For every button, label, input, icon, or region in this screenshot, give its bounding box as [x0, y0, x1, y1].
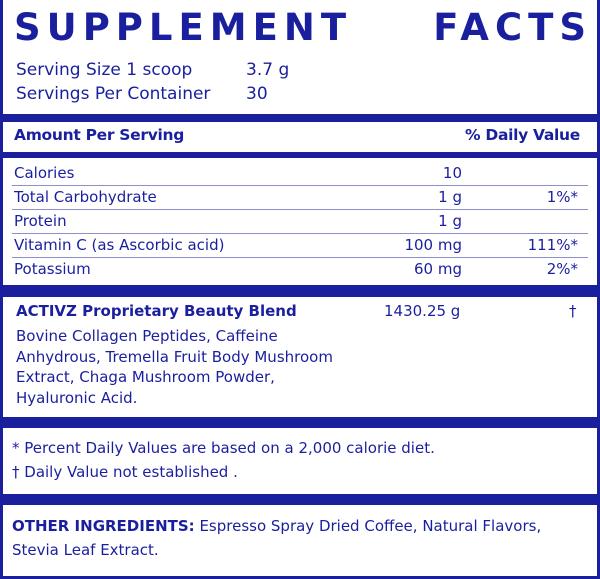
- other-ingredients: OTHER INGREDIENTS: Espresso Spray Dried …: [12, 514, 582, 562]
- servings-per-container: Servings Per Container 30: [16, 83, 268, 105]
- nutrient-amount: 1 g: [438, 188, 462, 206]
- other-ingredients-label: OTHER INGREDIENTS:: [12, 517, 195, 535]
- nutrient-row: Vitamin C (as Ascorbic acid) 100 mg 111%…: [12, 234, 588, 258]
- nutrient-amount: 1 g: [438, 212, 462, 230]
- serving-size-value: 3.7 g: [246, 60, 290, 80]
- label-title: SUPPLEMENT FACTS: [14, 2, 592, 54]
- serving-size-label: Serving Size 1 scoop: [16, 60, 193, 80]
- amount-per-serving-header: Amount Per Serving: [14, 126, 185, 144]
- nutrient-name: Vitamin C (as Ascorbic acid): [14, 236, 225, 254]
- divider-medium: [0, 152, 600, 158]
- nutrient-row: Calories 10: [12, 162, 588, 186]
- blend-amount: 1430.25 g: [384, 302, 461, 320]
- nutrient-amount: 60 mg: [414, 260, 462, 278]
- servings-label: Servings Per Container: [16, 84, 211, 104]
- serving-size: Serving Size 1 scoop 3.7 g: [16, 59, 289, 81]
- nutrient-name: Total Carbohydrate: [14, 188, 157, 206]
- blend-name: ACTIVZ Proprietary Beauty Blend: [16, 302, 297, 320]
- servings-value: 30: [246, 84, 268, 104]
- nutrient-name: Potassium: [14, 260, 91, 278]
- blend-ingredients: Bovine Collagen Peptides, Caffeine Anhyd…: [16, 327, 333, 407]
- other-ingredients-text: Espresso Spray Dried Coffee, Natural Fla…: [12, 517, 542, 559]
- nutrient-dv: 111%*: [527, 236, 578, 254]
- divider-thick: [0, 285, 600, 297]
- nutrient-name: Calories: [14, 164, 75, 182]
- title-word: SUPPLEMENT: [14, 6, 353, 49]
- daily-value-header: % Daily Value: [465, 126, 580, 144]
- nutrient-amount: 10: [442, 164, 462, 182]
- nutrient-row: Potassium 60 mg 2%*: [12, 258, 588, 282]
- nutrient-dv: 2%*: [546, 260, 578, 278]
- nutrient-row: Total Carbohydrate 1 g 1%*: [12, 186, 588, 210]
- nutrient-name: Protein: [14, 212, 67, 230]
- footnote-daily-values: * Percent Daily Values are based on a 2,…: [12, 439, 435, 457]
- divider-thick: [0, 417, 600, 428]
- title-word: FACTS: [433, 6, 592, 49]
- blend-dv: †: [569, 302, 577, 320]
- footnote-not-established: † Daily Value not established .: [12, 463, 238, 481]
- nutrient-row: Protein 1 g: [12, 210, 588, 234]
- divider-thick: [0, 494, 600, 505]
- divider-thick: [0, 114, 600, 122]
- nutrient-dv: 1%*: [546, 188, 578, 206]
- nutrient-amount: 100 mg: [404, 236, 462, 254]
